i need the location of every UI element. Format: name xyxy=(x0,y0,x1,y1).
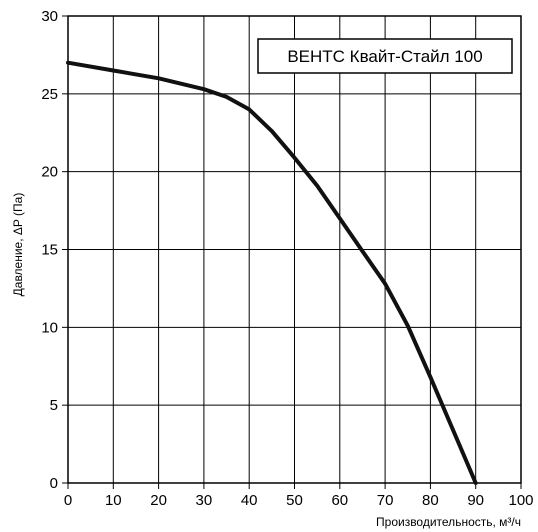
x-tick-label: 60 xyxy=(331,492,348,509)
grid xyxy=(67,15,522,484)
series-line xyxy=(66,60,478,485)
y-tick-label: 20 xyxy=(41,164,58,181)
x-tick-label: 20 xyxy=(150,492,167,509)
x-tick-label: 40 xyxy=(241,492,258,509)
x-tick-label: 70 xyxy=(377,492,394,509)
y-axis-label: Давление, ΔP (Па) xyxy=(11,193,25,297)
x-tick-label: 100 xyxy=(508,492,533,509)
y-tick-label: 0 xyxy=(50,475,58,492)
y-tick-label: 10 xyxy=(41,319,58,336)
x-tick-label: 10 xyxy=(105,492,122,509)
x-tick-label: 50 xyxy=(286,492,303,509)
legend-box xyxy=(257,38,513,74)
y-tick-label: 5 xyxy=(50,397,58,414)
y-tick-labels: 0 5 10 15 20 25 30 xyxy=(41,8,68,492)
y-tick-label: 30 xyxy=(41,8,58,25)
x-axis-label: Производительность, м³/ч xyxy=(376,515,521,529)
legend-label: ВЕНТС Квайт-Стайл 100 xyxy=(287,47,482,66)
x-tick-label: 90 xyxy=(467,492,484,509)
x-tick-label: 80 xyxy=(422,492,439,509)
y-tick-label: 25 xyxy=(41,86,58,103)
y-tick-label: 15 xyxy=(41,242,58,259)
x-tick-label: 30 xyxy=(196,492,213,509)
x-tick-labels: 0 10 20 30 40 50 60 70 80 90 100 xyxy=(64,483,534,509)
x-tick-label: 0 xyxy=(64,492,72,509)
